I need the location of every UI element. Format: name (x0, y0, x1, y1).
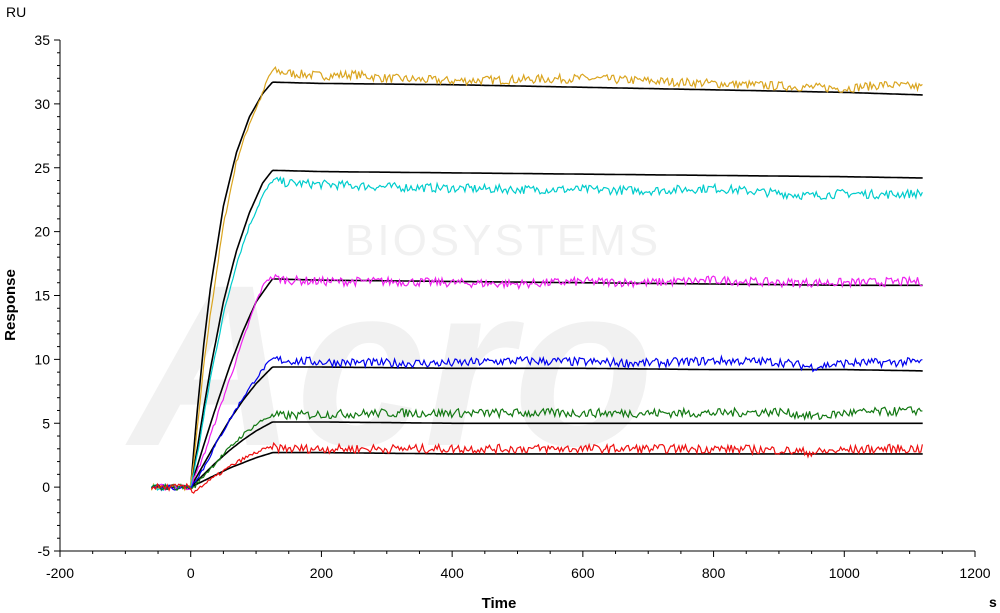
axes: -5 0 5 10 15 20 25 30 35 -200 0 200 400 600 800 1000 120… (34, 32, 990, 581)
y-tick-label: 30 (34, 96, 50, 112)
measured-curve-3 (151, 273, 923, 491)
measured-curve-4 (151, 354, 923, 492)
watermark-small-text: BIOSYSTEMS (345, 216, 661, 265)
y-tick-label: 25 (34, 160, 50, 176)
x-tick-label: -200 (46, 565, 74, 581)
fit-curve-1 (151, 81, 923, 488)
y-tick-label: 35 (34, 32, 50, 48)
y-tick-label: 0 (42, 479, 50, 495)
x-tick-label: 600 (571, 565, 595, 581)
measured-curve-1 (150, 65, 923, 492)
x-tick-label: 200 (310, 565, 334, 581)
x-axis-title: Time (482, 595, 517, 612)
measured-curve-2 (151, 175, 923, 492)
watermark-large-text: Acro (125, 237, 654, 494)
y-unit-label: RU (6, 4, 26, 20)
y-tick-label: 20 (34, 224, 50, 240)
fit-curve-5 (151, 421, 923, 488)
y-tick-label: 15 (34, 288, 50, 304)
y-axis-title: Response (2, 269, 19, 341)
x-tick-label: 1200 (959, 565, 990, 581)
measured-curves (150, 65, 923, 494)
x-tick-label: 800 (702, 565, 726, 581)
fit-curve-4 (151, 366, 923, 488)
fit-curve-2 (151, 169, 923, 488)
fit-curve-6 (151, 451, 923, 488)
y-tick-label: 10 (34, 351, 50, 367)
measured-curve-5 (151, 406, 923, 491)
x-tick-label: 0 (187, 565, 195, 581)
x-unit-label: s (989, 594, 997, 610)
x-tick-label: 400 (440, 565, 464, 581)
x-tick-label: 1000 (829, 565, 860, 581)
y-tick-label: -5 (38, 543, 51, 559)
y-tick-label: 5 (42, 415, 50, 431)
measured-curve-6 (151, 441, 923, 494)
